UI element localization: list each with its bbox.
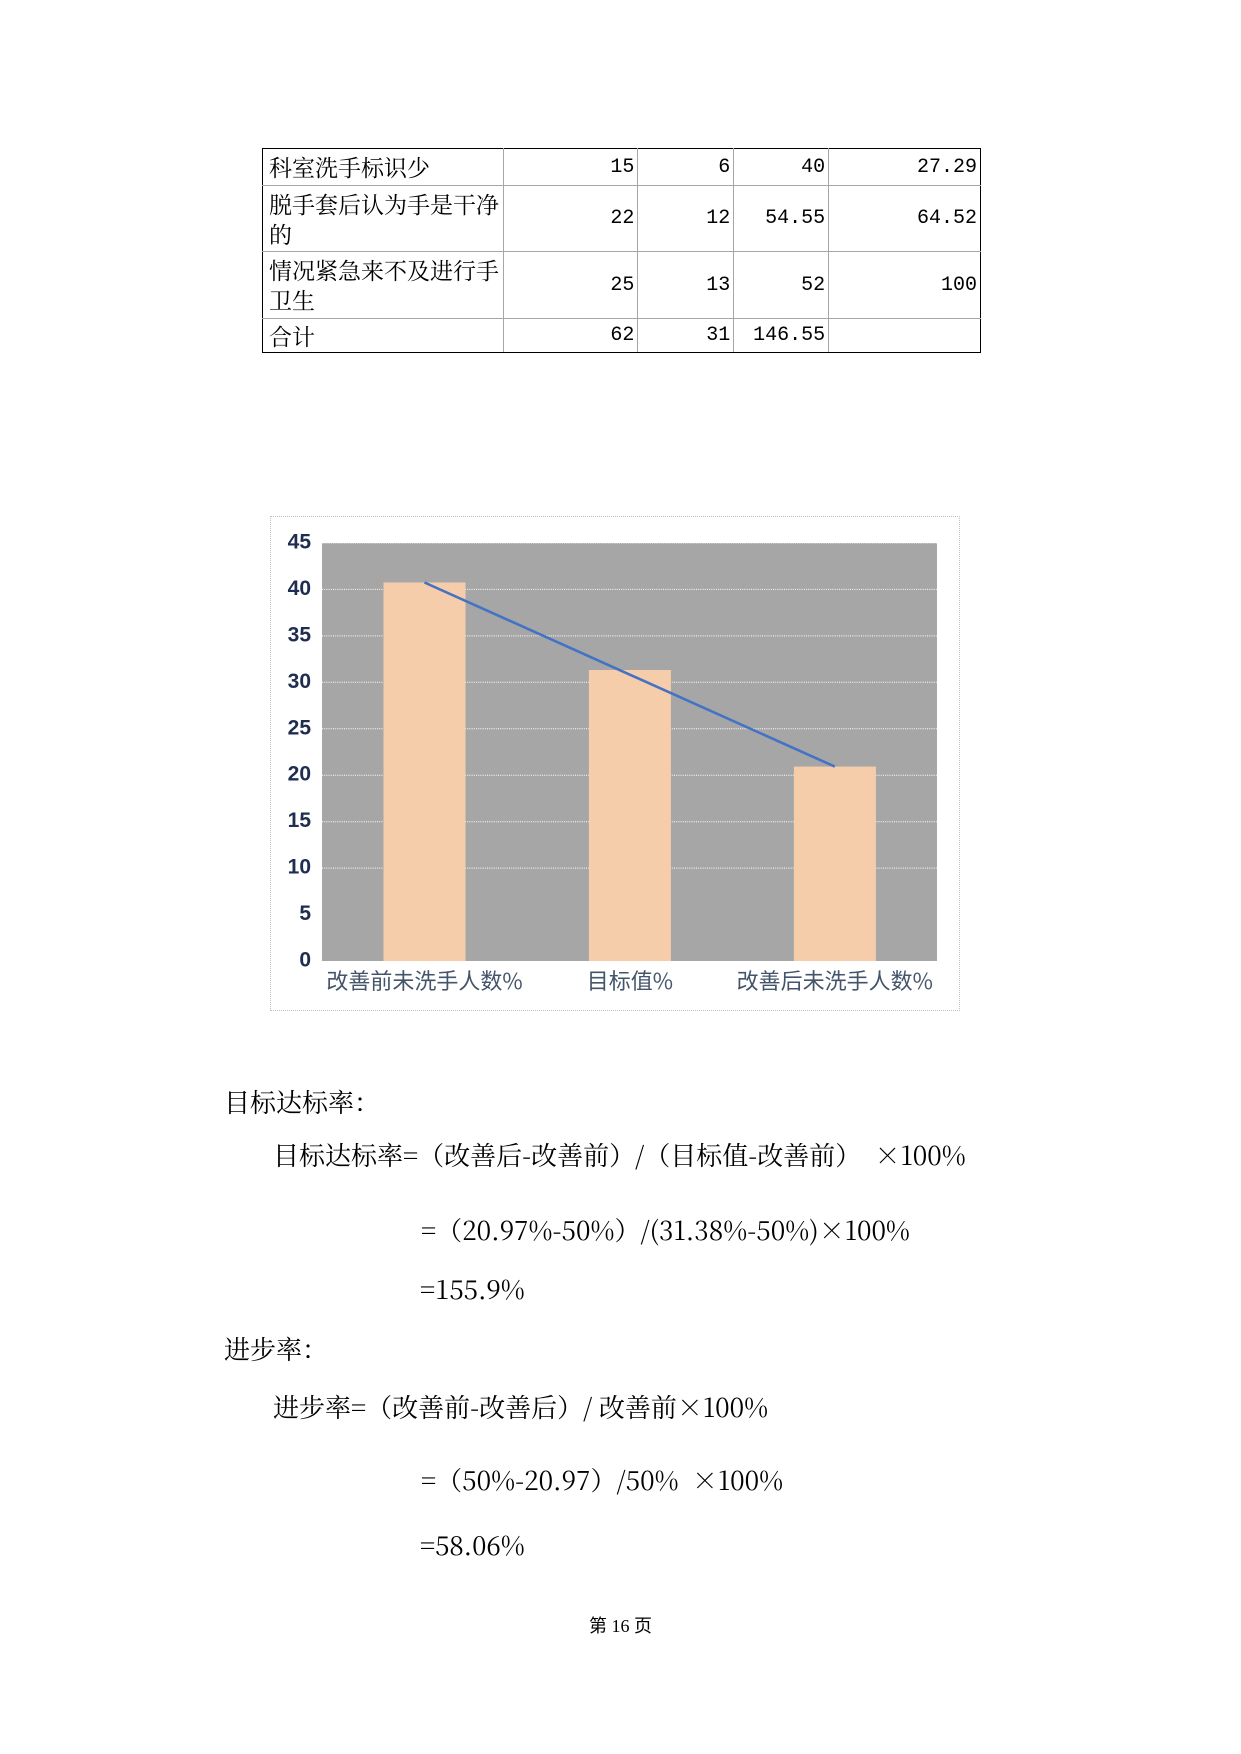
svg-text:25: 25 <box>288 716 312 739</box>
svg-text:15: 15 <box>288 809 312 832</box>
svg-text:40: 40 <box>288 577 311 600</box>
svg-text:0: 0 <box>299 949 311 972</box>
svg-text:35: 35 <box>288 623 312 646</box>
svg-text:目标值%: 目标值% <box>587 964 673 996</box>
svg-text:改善后未洗手人数%: 改善后未洗手人数% <box>737 964 933 996</box>
svg-text:改善前未洗手人数%: 改善前未洗手人数% <box>326 964 522 996</box>
svg-text:10: 10 <box>288 856 311 879</box>
svg-text:5: 5 <box>299 902 311 925</box>
svg-text:20: 20 <box>288 763 311 786</box>
svg-text:45: 45 <box>288 531 312 554</box>
svg-text:30: 30 <box>288 670 311 693</box>
